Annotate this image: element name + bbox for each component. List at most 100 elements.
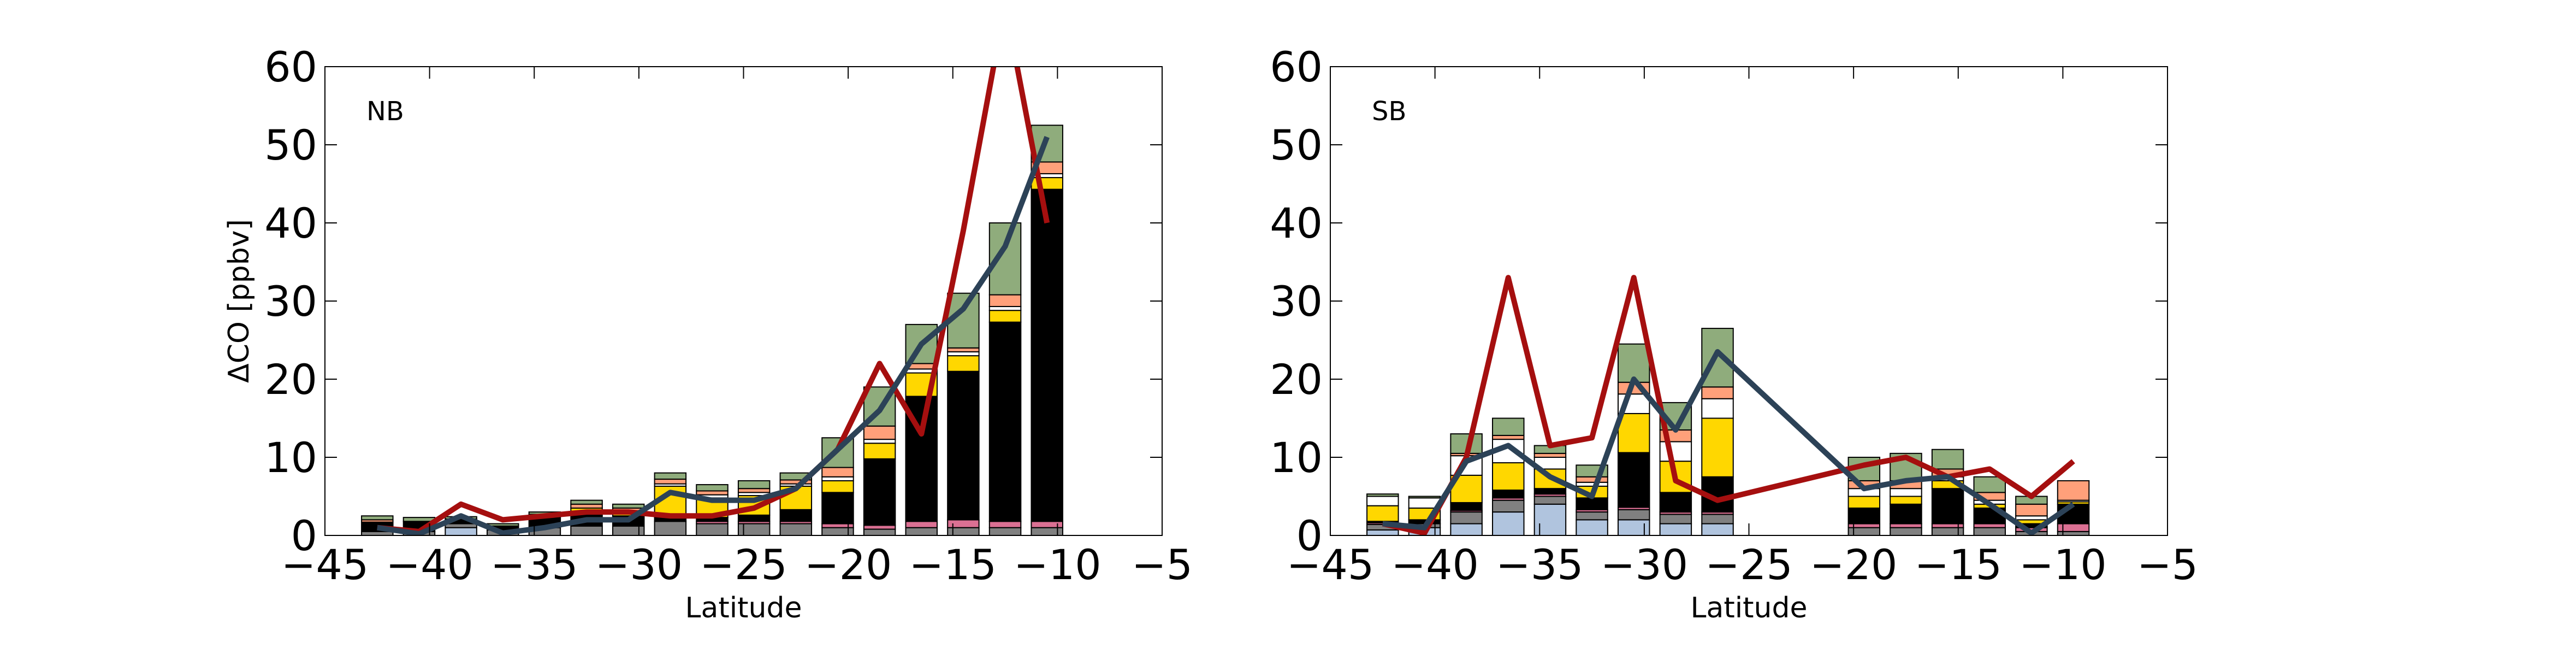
bar-segment [1890, 527, 1922, 535]
bar-segment [779, 509, 813, 522]
bar-segment [1492, 434, 1525, 440]
bar-segment [1533, 503, 1567, 535]
x-tick-label: −35 [1496, 540, 1583, 589]
bar-segment [821, 467, 854, 478]
bar-segment [1701, 514, 1734, 525]
x-tick-label: −20 [804, 540, 892, 589]
bar-segment [570, 525, 603, 535]
bar-segment [1701, 328, 1734, 388]
bar-segment [863, 425, 896, 440]
x-tick-label: −30 [1601, 540, 1688, 589]
bar-segment [821, 476, 854, 481]
y-tick-label: 50 [1270, 121, 1323, 169]
y-tick-label: 60 [264, 43, 317, 91]
plot-area [1366, 275, 2090, 535]
bar-segment [1659, 441, 1692, 462]
y-tick-label: 0 [1296, 511, 1323, 560]
bar-segment [1450, 523, 1483, 535]
bar-segment [1890, 503, 1922, 525]
bar-segment [1576, 497, 1608, 510]
bar-segment [1533, 496, 1567, 505]
bar-segment [947, 347, 980, 352]
y-axis-label: ΔCO [ppbv] [223, 219, 256, 383]
x-tick-label: −35 [490, 540, 578, 589]
bar-segment [696, 523, 729, 535]
bar-segment [1366, 493, 1399, 497]
bar-segment [1576, 519, 1608, 535]
bar-segment [947, 355, 980, 372]
line [377, 67, 1050, 534]
panel-label: SB [1372, 96, 1406, 127]
bar-segment [1701, 398, 1734, 419]
x-tick-label: −40 [1391, 540, 1478, 589]
bar-segment [821, 492, 854, 525]
y-tick-label: 60 [1270, 43, 1323, 91]
bar-segment [1492, 499, 1525, 513]
bar-segment [1492, 511, 1525, 535]
bar-segment [1701, 523, 1734, 535]
bar-segment [1533, 488, 1567, 495]
bar-segment [1492, 462, 1525, 491]
x-tick-label: −25 [700, 540, 787, 589]
bar-segment [696, 484, 729, 492]
bar-segment [2015, 503, 2048, 517]
bar-segment [570, 499, 603, 505]
bar-segment [988, 527, 1022, 535]
y-tick-label: 20 [264, 355, 317, 404]
bar-segment [863, 439, 896, 444]
bar-segment [1659, 492, 1692, 513]
bar-segment [737, 488, 771, 493]
bar-segment [654, 479, 687, 485]
bar-segment [988, 321, 1022, 522]
bar-segment [737, 514, 771, 522]
bar-segment [1492, 490, 1525, 499]
bar-segment [445, 523, 477, 528]
bar-segment [1450, 502, 1483, 511]
bar-segment [361, 515, 394, 521]
bar-segment [1659, 523, 1692, 535]
bar-segment [1701, 417, 1734, 478]
bar-segment [863, 458, 896, 526]
bar-segment [1366, 505, 1399, 522]
bar-segment [988, 310, 1022, 323]
x-tick-label: −5 [1132, 540, 1193, 589]
bar-segment [947, 351, 980, 357]
bar-segment [1576, 511, 1608, 521]
bar-segment [402, 517, 436, 522]
bar-segment [1408, 496, 1441, 499]
panel-label: NB [366, 96, 404, 127]
line [377, 135, 1050, 535]
bar-segment [1492, 417, 1525, 436]
bar-segment [1890, 523, 1922, 528]
x-tick-label: −30 [595, 540, 683, 589]
bar-segment [988, 521, 1022, 528]
x-tick-label: −40 [386, 540, 473, 589]
bar-segment [1659, 514, 1692, 525]
bar-segment [905, 521, 938, 528]
y-tick-label: 20 [1270, 355, 1323, 404]
bar-segment [1576, 481, 1608, 487]
bar-segment [1890, 488, 1922, 497]
bar-segment [570, 503, 603, 509]
bar-segment [1847, 496, 1881, 509]
bar-segment [779, 523, 813, 535]
bar-segment [1617, 452, 1650, 508]
bar-segment [988, 306, 1022, 311]
x-tick-label: −10 [2019, 540, 2106, 589]
bar-segment [1973, 527, 2006, 535]
bar-segment [1031, 188, 1063, 522]
x-tick-label: −15 [1915, 540, 2002, 589]
bar-segment [1973, 523, 2006, 528]
x-tick-label: −15 [909, 540, 997, 589]
bar-segment [863, 443, 896, 459]
y-tick-label: 10 [1270, 433, 1323, 482]
bar-segment [1617, 412, 1650, 453]
x-tick-label: −25 [1705, 540, 1792, 589]
bar-segment [863, 525, 896, 530]
bar-segment [696, 490, 729, 496]
x-tick-label: −45 [1287, 540, 1374, 589]
line [1382, 275, 2075, 535]
bar-segment [445, 527, 477, 535]
